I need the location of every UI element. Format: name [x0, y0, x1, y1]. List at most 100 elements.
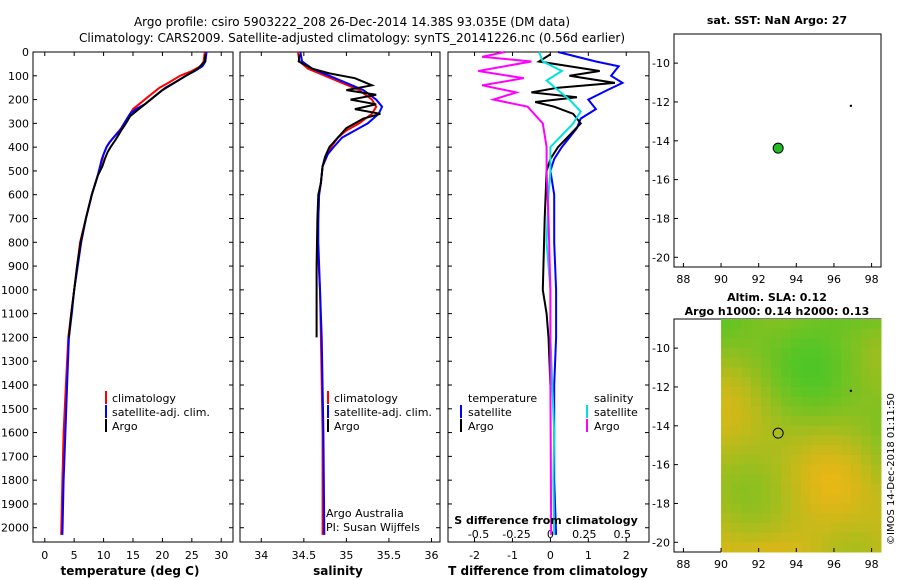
heatmap-cell	[771, 454, 782, 466]
x-tick-label: 25	[185, 549, 199, 562]
x2-tick-label: -0.25	[502, 528, 530, 541]
heatmap-cell	[781, 454, 792, 466]
heatmap-cell	[841, 396, 852, 407]
heatmap-cell	[781, 493, 792, 504]
heatmap-cell	[801, 542, 812, 553]
heatmap-cell	[861, 406, 872, 417]
heatmap-cell	[771, 406, 782, 417]
heatmap-cell	[801, 503, 812, 514]
heatmap-cell	[861, 367, 872, 378]
map-x-tick-label: 98	[865, 273, 879, 286]
heatmap-cell	[841, 328, 852, 339]
map-x-tick-label: 88	[676, 558, 690, 571]
heatmap-cell	[801, 416, 812, 427]
heatmap-cell	[811, 522, 822, 534]
heatmap-cell	[861, 532, 872, 543]
heatmap-cell	[771, 357, 782, 369]
map-x-tick-label: 90	[714, 273, 728, 286]
depth-tick-label: 200	[8, 94, 29, 107]
heatmap-cell	[871, 386, 882, 398]
heatmap-cell	[761, 503, 772, 514]
heatmap-cell	[851, 493, 862, 504]
heatmap-cell	[761, 338, 772, 349]
heatmap-cell	[781, 338, 792, 349]
legend-label-climatology: climatology	[112, 392, 176, 405]
heatmap-cell	[811, 319, 822, 330]
heatmap-cell	[841, 357, 852, 369]
map-y-tick-label: -20	[652, 251, 670, 264]
heatmap-cell	[761, 513, 772, 524]
heatmap-cell	[721, 532, 732, 543]
heatmap-cell	[871, 367, 882, 378]
heatmap-cell	[731, 522, 742, 534]
heatmap-cell	[761, 357, 772, 369]
heatmap-cell	[771, 377, 782, 388]
heatmap-cell	[821, 503, 832, 514]
heatmap-cell	[731, 416, 742, 427]
heatmap-cell	[751, 445, 762, 456]
heatmap-cell	[811, 464, 822, 475]
heatmap-cell	[841, 532, 852, 543]
heatmap-cell	[761, 484, 772, 495]
heatmap-cell	[871, 319, 882, 330]
heatmap-cell	[791, 445, 802, 456]
heatmap-cell	[871, 503, 882, 514]
heatmap-cell	[831, 377, 842, 388]
heatmap-cell	[791, 493, 802, 504]
heatmap-cell	[721, 503, 732, 514]
heatmap-cell	[851, 474, 862, 485]
heatmap-cell	[831, 445, 842, 456]
heatmap-cell	[861, 454, 872, 466]
depth-tick-label: 2000	[1, 522, 29, 535]
map-y-tick-label: -10	[652, 57, 670, 70]
heatmap-cell	[791, 416, 802, 427]
credit-text: ©IMOS 14-Dec-2018 01:11:50	[886, 393, 897, 545]
map-y-tick-label: -14	[652, 135, 670, 148]
heatmap-cell	[771, 425, 782, 436]
map-x-tick-label: 96	[827, 558, 841, 571]
legend-label-climatology: climatology	[334, 392, 398, 405]
heatmap-cell	[831, 386, 842, 398]
heatmap-cell	[731, 396, 742, 407]
heatmap-cell	[841, 348, 852, 359]
argo-float-marker	[772, 427, 784, 439]
heatmap-cell	[791, 435, 802, 446]
heatmap-cell	[791, 484, 802, 495]
heatmap-cell	[851, 319, 862, 330]
heatmap-cell	[761, 319, 772, 330]
heatmap-cell	[831, 435, 842, 446]
heatmap-cell	[871, 425, 882, 436]
salinity-annotation-2: PI: Susan Wijffels	[326, 521, 420, 534]
depth-tick-label: 1000	[1, 284, 29, 297]
heatmap-cell	[751, 396, 762, 407]
heatmap-cell	[741, 396, 752, 407]
heatmap-cell	[721, 386, 732, 398]
heatmap-cell	[721, 445, 732, 456]
heatmap-cell	[851, 464, 862, 475]
difference-xlabel-2: S difference from climatology	[454, 514, 638, 527]
heatmap-cell	[821, 357, 832, 369]
heatmap-cell	[781, 542, 792, 553]
series-argo	[297, 54, 381, 338]
heatmap-cell	[791, 425, 802, 436]
heatmap-cell	[821, 474, 832, 485]
heatmap-cell	[841, 474, 852, 485]
x-tick-label: 30	[214, 549, 228, 562]
map-x-tick-label: 92	[752, 273, 766, 286]
heatmap-cell	[721, 542, 732, 553]
series-s-satellite	[538, 51, 582, 535]
heatmap-cell	[721, 474, 732, 485]
heatmap-cell	[841, 513, 852, 524]
heatmap-cell	[781, 328, 792, 339]
legend-title-salinity: salinity	[594, 392, 634, 405]
heatmap-cell	[831, 348, 842, 359]
heatmap-cell	[761, 435, 772, 446]
map-x-tick-label: 88	[676, 273, 690, 286]
heatmap-cell	[831, 367, 842, 378]
heatmap-cell	[791, 503, 802, 514]
heatmap-cell	[821, 377, 832, 388]
sst-map-frame	[673, 33, 882, 268]
series-t-satellite	[549, 51, 625, 535]
x-tick-label: 34.5	[292, 549, 317, 562]
depth-tick-label: 0	[22, 46, 29, 59]
